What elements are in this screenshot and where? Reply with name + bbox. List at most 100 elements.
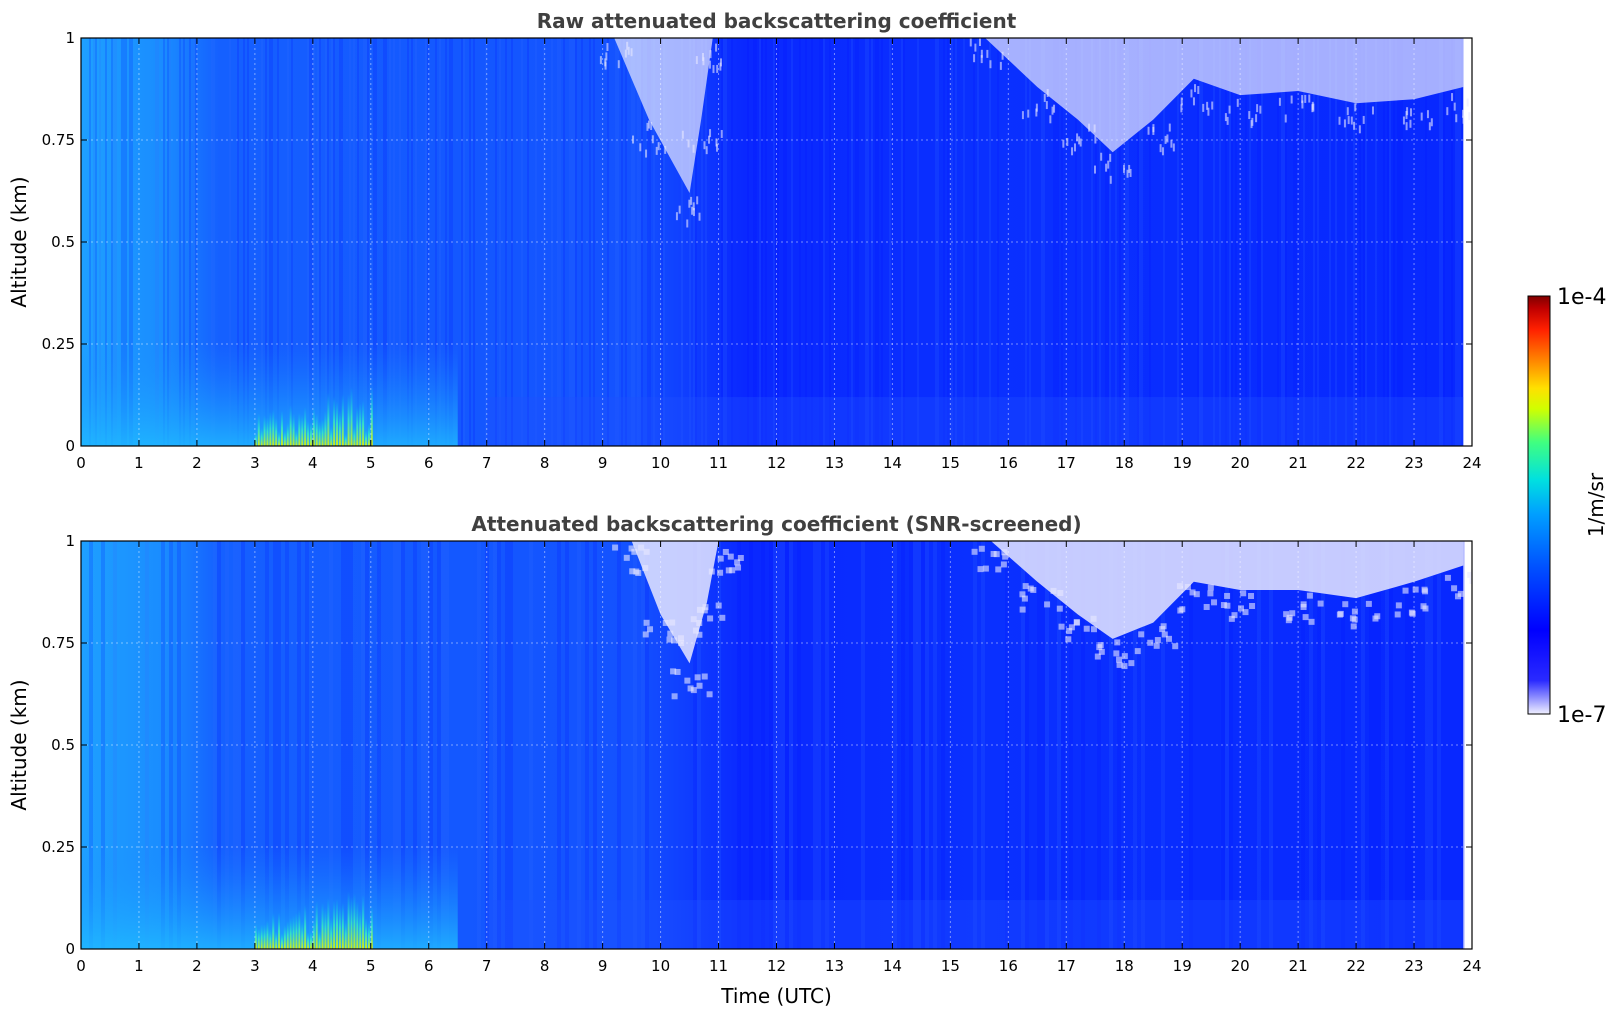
colorbar-max-label: 1e-4	[1557, 285, 1606, 310]
heatmap-streak	[1425, 541, 1429, 949]
heatmap-streak	[861, 541, 865, 949]
clear-air-speckle	[1001, 549, 1008, 556]
heatmap-streak	[797, 541, 801, 949]
heatmap-streak	[909, 541, 913, 949]
heatmap-streak	[229, 38, 231, 446]
clear-air-speckle	[1426, 110, 1429, 119]
clear-air-speckle	[1168, 123, 1171, 132]
clear-air-speckle	[980, 55, 983, 64]
clear-air-speckle	[642, 631, 649, 638]
heatmap-streak	[485, 541, 489, 949]
clear-air-speckle	[1409, 108, 1412, 117]
y-tick-label: 0.5	[51, 736, 75, 754]
clear-air-speckle	[1301, 95, 1304, 104]
heatmap-streak	[877, 38, 879, 446]
heatmap-streak	[1277, 38, 1279, 446]
x-tick-label: 6	[424, 957, 434, 975]
heatmap-streak	[169, 38, 171, 446]
clear-air-speckle	[1306, 592, 1313, 599]
aerosol-peak	[353, 425, 356, 446]
heatmap-streak	[113, 38, 115, 446]
clear-air-speckle	[638, 544, 645, 551]
heatmap-streak	[89, 38, 91, 446]
clear-air-speckle	[1406, 107, 1409, 116]
clear-air-speckle	[1093, 124, 1096, 133]
clear-air-speckle	[612, 544, 619, 551]
clear-air-speckle	[1371, 106, 1374, 115]
clear-air-speckle	[1444, 574, 1451, 581]
clear-air-speckle	[1236, 98, 1239, 107]
heatmap-streak	[823, 38, 825, 446]
clear-air-speckle	[1207, 590, 1214, 597]
clear-air-speckle	[1283, 611, 1290, 618]
clear-air-speckle	[1153, 642, 1160, 649]
clear-air-speckle	[1066, 137, 1069, 146]
clear-air-speckle	[1129, 168, 1132, 177]
x-tick-label: 4	[308, 454, 318, 472]
clear-air-speckle	[1170, 139, 1173, 148]
clear-air-speckle	[1350, 116, 1353, 125]
heatmap-streak	[1409, 541, 1413, 949]
heatmap-streak	[509, 541, 513, 949]
x-tick-label: 12	[767, 957, 786, 975]
heatmap-streak	[1365, 38, 1367, 446]
clear-air-speckle	[1161, 631, 1168, 638]
heatmap-streak	[875, 38, 877, 446]
clear-air-speckle	[696, 606, 703, 613]
heatmap-streak	[341, 38, 343, 446]
heatmap-streak	[415, 38, 417, 446]
clear-air-speckle	[980, 49, 983, 58]
heatmap-streak	[1127, 38, 1129, 446]
heatmap-streak	[181, 38, 183, 446]
clear-air-speckle	[1126, 169, 1129, 178]
heatmap-streak	[421, 541, 425, 949]
heatmap-streak	[1025, 541, 1029, 949]
aerosol-peak	[286, 422, 289, 446]
y-tick-label: 1	[65, 29, 75, 47]
clear-air-speckle	[690, 196, 693, 205]
clear-air-speckle	[1457, 590, 1464, 597]
heatmap-streak	[1399, 38, 1401, 446]
heatmap-streak	[1245, 38, 1247, 446]
clear-air-speckle	[630, 48, 633, 57]
aerosol-peak	[356, 406, 359, 446]
heatmap-streak	[1125, 38, 1127, 446]
clear-air-speckle	[1000, 561, 1007, 568]
x-tick-label: 11	[709, 957, 728, 975]
heatmap-streak	[761, 38, 763, 446]
aerosol-peak	[330, 917, 333, 949]
heatmap-streak	[1285, 38, 1287, 446]
heatmap-streak	[717, 541, 721, 949]
clear-air-speckle	[677, 635, 684, 642]
heatmap-streak	[755, 38, 757, 446]
clear-air-speckle	[631, 548, 638, 555]
clear-air-speckle	[1343, 119, 1346, 128]
clear-air-speckle	[632, 135, 635, 144]
clear-air-speckle	[696, 196, 699, 205]
clear-air-speckle	[678, 640, 685, 647]
heatmap-streak	[287, 38, 289, 446]
clear-air-speckle	[1056, 605, 1063, 612]
heatmap-streak	[881, 38, 883, 446]
heatmap-streak	[169, 541, 173, 949]
clear-air-speckle	[1224, 602, 1231, 609]
aerosol-peak	[318, 420, 321, 446]
clear-air-speckle	[1035, 103, 1038, 112]
aerosol-peak	[338, 410, 341, 446]
x-tick-label: 17	[1057, 454, 1076, 472]
clear-air-speckle	[647, 626, 654, 633]
clear-air-speckle	[1043, 93, 1046, 102]
heatmap-streak	[737, 541, 741, 949]
clear-air-speckle	[1300, 601, 1307, 608]
clear-air-speckle	[1259, 105, 1262, 114]
heatmap-streak	[575, 38, 577, 446]
x-tick-label: 7	[482, 454, 492, 472]
clear-air-speckle	[1002, 553, 1009, 560]
heatmap-streak	[385, 38, 387, 446]
clear-air-speckle	[1105, 163, 1108, 172]
x-tick-label: 0	[76, 957, 86, 975]
heatmap-streak	[693, 38, 695, 446]
heatmap-streak	[625, 38, 627, 446]
clear-air-speckle	[1176, 583, 1183, 590]
